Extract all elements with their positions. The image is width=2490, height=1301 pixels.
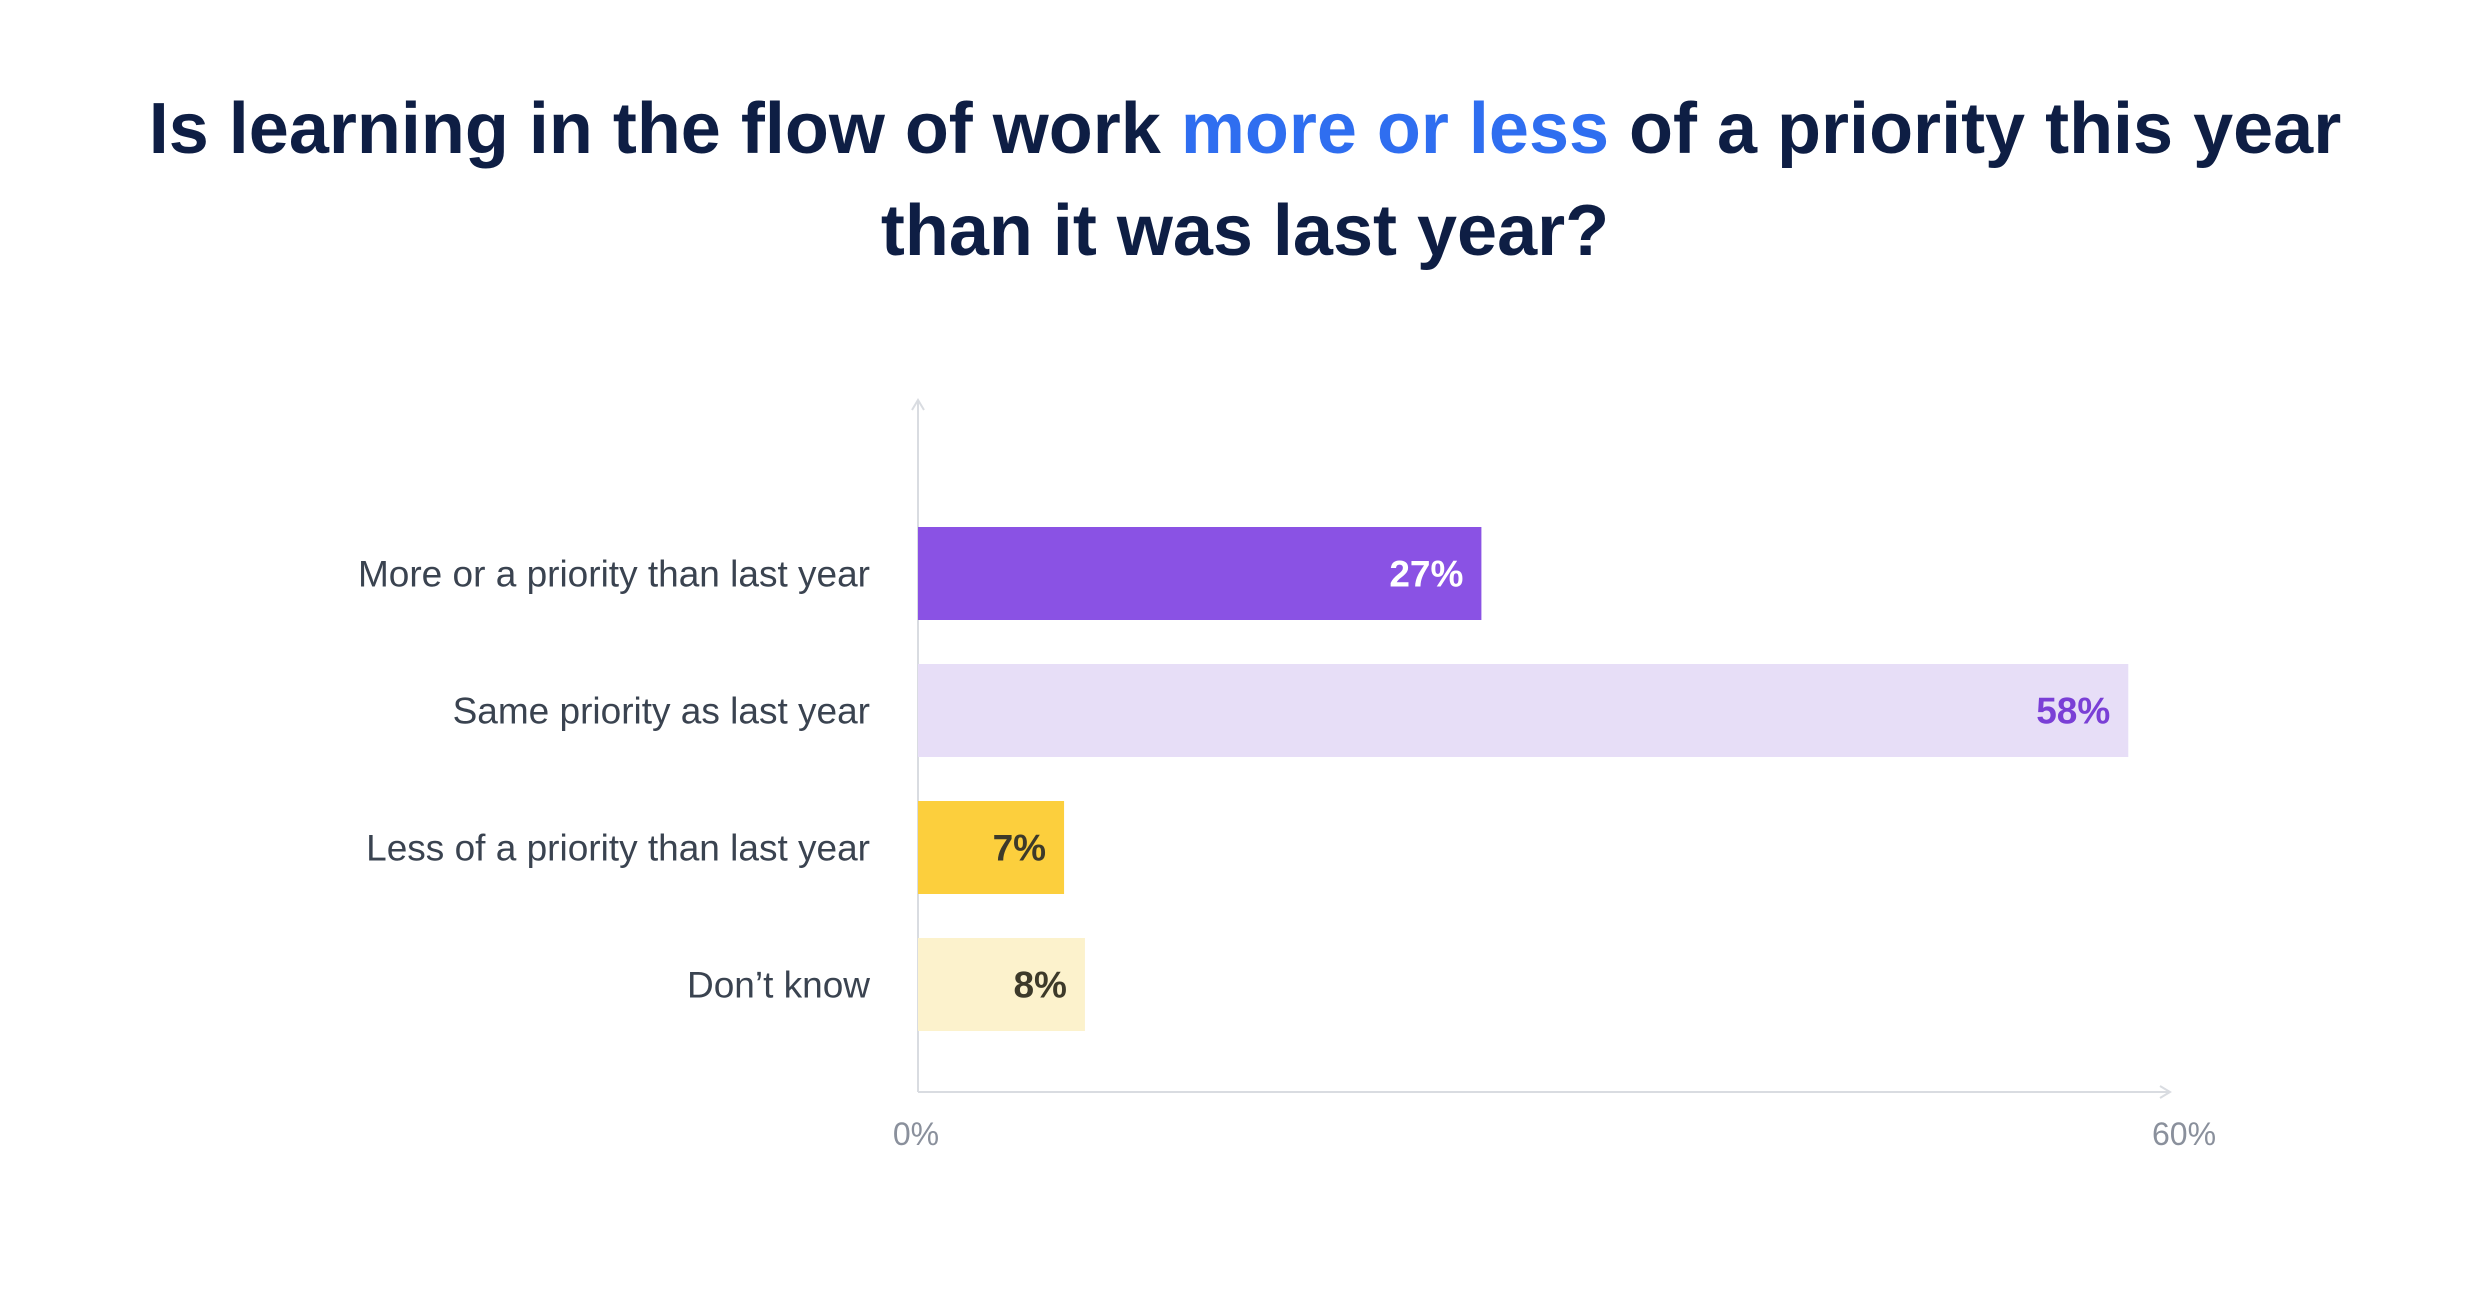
bar [918,938,1085,1031]
title-text-after: of a priority this year than it was last… [880,89,2342,271]
chart-title: Is learning in the flow of work more or … [120,78,2370,282]
bar [918,664,2129,757]
bar [918,801,1065,894]
x-axis-arrow [2159,1085,2172,1099]
category-label: Same priority as last year [453,691,870,732]
title-text-before: Is learning in the flow of work [148,89,1181,169]
x-tick-label: 0% [893,1116,939,1152]
bar-value-label: 7% [993,828,1046,869]
chart-bars [918,527,2129,1031]
chart-axes: 0% 60% [893,398,2216,1152]
y-axis-arrow [911,398,925,411]
bar-value-label: 27% [1389,554,1463,595]
bar-value-label: 58% [2036,691,2110,732]
x-tick-label: 60% [2152,1116,2216,1152]
title-highlight: more or less [1180,89,1610,169]
bar-value-label: 8% [1013,965,1066,1006]
bar [918,527,1482,620]
category-label: Don’t know [687,965,870,1006]
category-label: Less of a priority than last year [366,828,870,869]
chart-labels: More or a priority than last year 27% Same… [358,554,2110,1006]
category-label: More or a priority than last year [358,554,870,595]
